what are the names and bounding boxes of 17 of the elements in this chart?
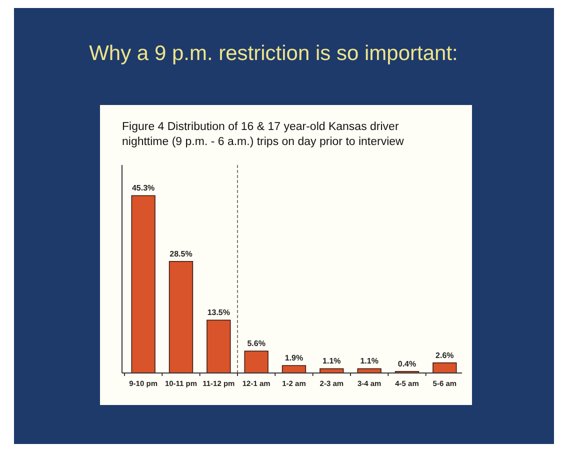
data-label: 2.6% [436, 350, 454, 360]
data-label: 0.4% [398, 359, 416, 368]
chart-subtitle: Figure 4 Distribution of 16 & 17 year-old Kansas driver nighttime (9 p.m. - 6 a.m.) trips on day prior to interview [122, 121, 405, 148]
data-label: 1.9% [284, 354, 304, 363]
bar [282, 365, 306, 374]
data-label: 1.1% [322, 356, 341, 366]
bar [131, 195, 156, 374]
data-label: 28.5% [170, 249, 192, 258]
data-label: 13.5% [207, 308, 230, 318]
bar [244, 350, 268, 374]
data-label: 45.3% [132, 184, 155, 193]
bar [168, 261, 194, 374]
data-label: 5.6% [247, 339, 266, 348]
chart-title: Why a 9 p.m. restriction is so important: [89, 42, 458, 65]
data-label: 1.1% [360, 356, 378, 366]
bar [206, 320, 231, 374]
bar [432, 362, 457, 374]
